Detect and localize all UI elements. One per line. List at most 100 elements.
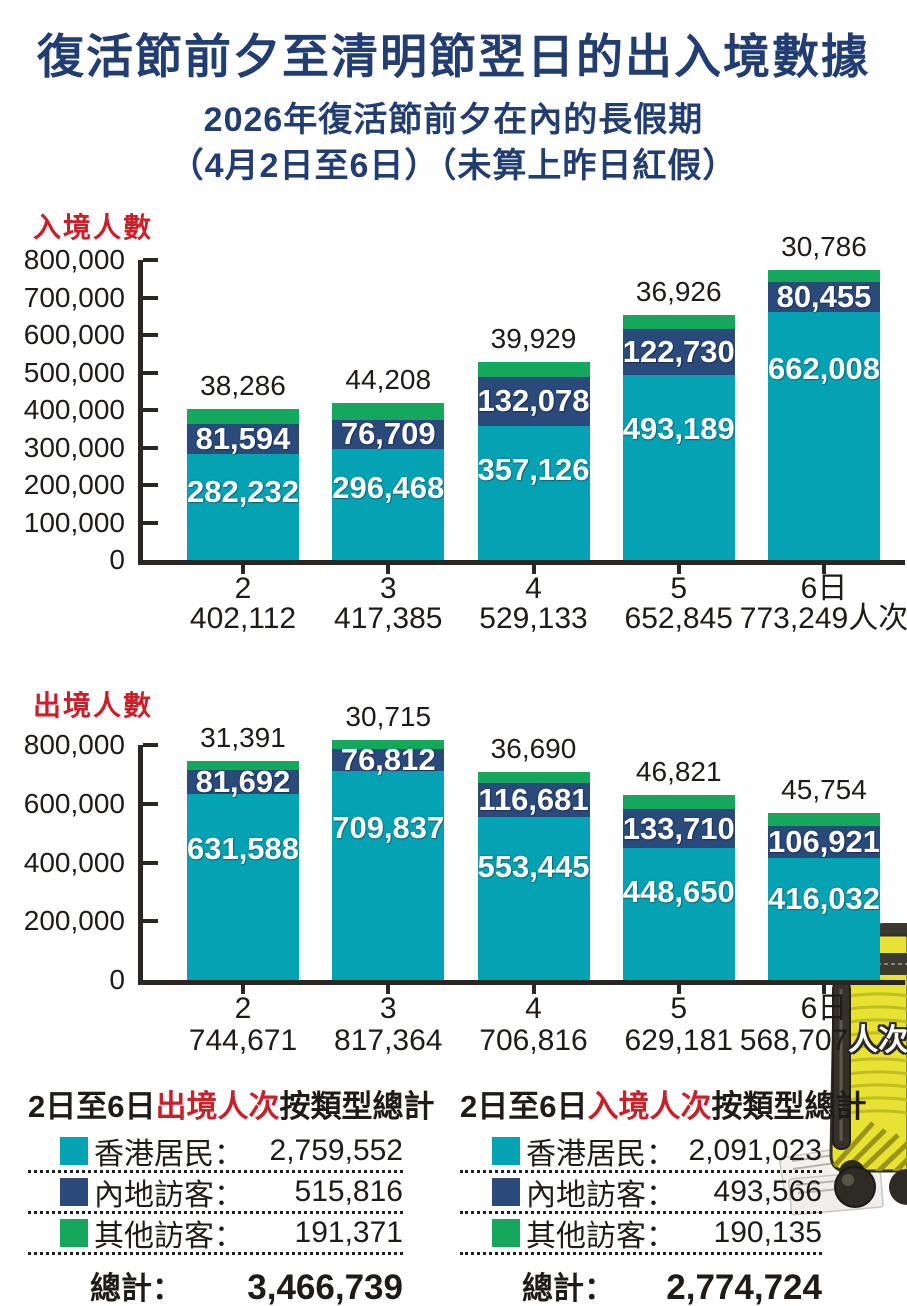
segment-hk-residents bbox=[477, 426, 590, 560]
y-tick-label: 400,000 bbox=[23, 846, 125, 878]
value-label-hk-residents: 357,126 bbox=[477, 451, 590, 487]
x-tick-label: 5 bbox=[670, 992, 688, 1025]
segment-other-visitors bbox=[622, 795, 735, 809]
total-label: 總計： bbox=[90, 1271, 183, 1306]
value-label-mainland-visitors: 76,812 bbox=[340, 742, 436, 778]
legend-label: 香港居民： bbox=[94, 1138, 244, 1171]
hk-residents-swatch bbox=[492, 1137, 520, 1165]
arrivals-summary-title: 2日至6日入境人次按類型總計 bbox=[460, 1090, 866, 1124]
value-label-mainland-visitors: 122,730 bbox=[622, 334, 735, 370]
x-tick-label: 4 bbox=[525, 992, 542, 1025]
x-total-number: 529,133 bbox=[479, 602, 588, 635]
x-tick-label: 4 bbox=[525, 572, 542, 605]
value-label-hk-residents: 709,837 bbox=[332, 810, 445, 846]
legend-row-other-visitors: 其他訪客： 190,135 bbox=[460, 1214, 822, 1255]
legend-label: 香港居民： bbox=[526, 1138, 676, 1171]
y-tick-label: 600,000 bbox=[23, 787, 125, 819]
y-tick-mark bbox=[143, 258, 158, 262]
legend-row-hk-residents: 香港居民： 2,759,552 bbox=[28, 1132, 403, 1173]
legend-label: 其他訪客： bbox=[526, 1220, 676, 1253]
segment-other-visitors bbox=[768, 270, 880, 282]
y-tick-label: 0 bbox=[109, 964, 125, 995]
legend-row-hk-residents: 香港居民： 2,091,023 bbox=[460, 1132, 822, 1173]
top-value-label: 36,690 bbox=[490, 733, 577, 765]
segment-mainland-visitors bbox=[768, 826, 880, 858]
segment-mainland-visitors bbox=[187, 770, 299, 795]
x-total-label: 417,385 bbox=[273, 604, 503, 634]
x-total-label: 773,249人次 bbox=[709, 604, 907, 634]
top-value-label: 46,821 bbox=[635, 756, 722, 788]
x-total-number: 629,181 bbox=[624, 1024, 733, 1057]
value-label-mainland-visitors: 81,594 bbox=[195, 420, 291, 456]
y-tick-label: 300,000 bbox=[23, 431, 125, 463]
hk-residents-swatch bbox=[60, 1137, 88, 1165]
x-axis-line bbox=[138, 560, 905, 565]
y-tick-mark bbox=[143, 295, 158, 300]
y-tick-mark bbox=[143, 445, 158, 450]
x-tick-mark bbox=[386, 565, 391, 574]
y-tick-mark bbox=[143, 370, 158, 375]
y-tick-mark bbox=[143, 919, 158, 924]
other-visitors-swatch bbox=[60, 1219, 88, 1247]
x-total-number: 402,112 bbox=[189, 602, 297, 635]
title-highlight: 出境人次 bbox=[155, 1089, 280, 1124]
x-tick-mark bbox=[822, 565, 826, 574]
legend-value: 2,091,023 bbox=[688, 1134, 822, 1167]
x-tick-mark bbox=[676, 985, 681, 994]
legend-row-mainland-visitors: 內地訪客： 493,566 bbox=[460, 1173, 822, 1214]
x-total-label: 629,181 bbox=[564, 1026, 794, 1056]
y-tick-mark bbox=[143, 743, 158, 747]
x-tick-label: 2 bbox=[234, 572, 252, 605]
x-total-number: 706,816 bbox=[479, 1024, 588, 1057]
departures-total-row: 總計： 3,466,739 bbox=[28, 1263, 403, 1306]
segment-other-visitors bbox=[332, 403, 445, 421]
segment-other-visitors bbox=[187, 761, 299, 771]
value-label-hk-residents: 282,232 bbox=[186, 474, 300, 510]
value-label-hk-residents: 662,008 bbox=[767, 350, 881, 386]
y-tick-label: 500,000 bbox=[23, 356, 125, 388]
departures-summary-panel: 2日至6日出境人次按類型總計 香港居民： 2,759,552 內地訪客： 515… bbox=[28, 1089, 434, 1306]
x-tick-label: 3 bbox=[379, 572, 397, 605]
y-tick-label: 100,000 bbox=[23, 506, 125, 538]
value-label-hk-residents: 448,650 bbox=[622, 873, 735, 909]
x-total-label: 817,364 bbox=[273, 1026, 503, 1056]
top-value-label: 44,208 bbox=[345, 364, 432, 396]
arrivals-total-row: 總計： 2,774,724 bbox=[460, 1263, 822, 1306]
y-axis-line bbox=[138, 260, 143, 565]
y-tick-label: 400,000 bbox=[23, 394, 125, 425]
top-value-label: 36,926 bbox=[635, 276, 722, 308]
top-value-label: 45,754 bbox=[781, 773, 867, 805]
suitcase-wheel bbox=[834, 1166, 876, 1208]
value-label-mainland-visitors: 133,710 bbox=[622, 810, 735, 846]
legend-label: 其他訪客： bbox=[94, 1220, 244, 1253]
legend-value: 493,566 bbox=[713, 1175, 822, 1208]
legend-row-mainland-visitors: 內地訪客： 515,816 bbox=[28, 1173, 403, 1214]
value-label-hk-residents: 416,032 bbox=[767, 881, 881, 917]
segment-mainland-visitors bbox=[768, 281, 880, 312]
y-tick-mark bbox=[143, 801, 158, 806]
y-tick-mark bbox=[143, 520, 158, 525]
segment-hk-residents bbox=[332, 448, 445, 560]
segment-mainland-visitors bbox=[187, 423, 299, 455]
x-tick-label: 5 bbox=[670, 572, 688, 605]
segment-mainland-visitors bbox=[622, 808, 735, 849]
segment-other-visitors bbox=[622, 315, 735, 330]
y-tick-mark bbox=[143, 860, 158, 865]
total-value: 2,774,724 bbox=[666, 1268, 822, 1306]
segment-hk-residents bbox=[768, 311, 880, 560]
y-tick-label: 200,000 bbox=[23, 469, 125, 500]
x-total-label: 706,816 bbox=[419, 1026, 649, 1056]
segment-mainland-visitors bbox=[332, 748, 445, 772]
segment-other-visitors bbox=[768, 812, 880, 827]
value-label-hk-residents: 631,588 bbox=[186, 830, 300, 866]
segment-hk-residents bbox=[622, 375, 735, 560]
mainland-visitors-swatch bbox=[60, 1178, 88, 1206]
x-tick-mark bbox=[531, 985, 536, 994]
page-title: 復活節前夕至清明節翌日的出入境數據 bbox=[37, 30, 870, 83]
segment-hk-residents bbox=[622, 848, 735, 980]
segment-hk-residents bbox=[187, 454, 299, 560]
segment-other-visitors bbox=[187, 409, 299, 424]
y-tick-label: 600,000 bbox=[23, 319, 125, 350]
value-label-mainland-visitors: 81,692 bbox=[195, 764, 291, 800]
suitcase-wheel-right bbox=[889, 1169, 907, 1205]
